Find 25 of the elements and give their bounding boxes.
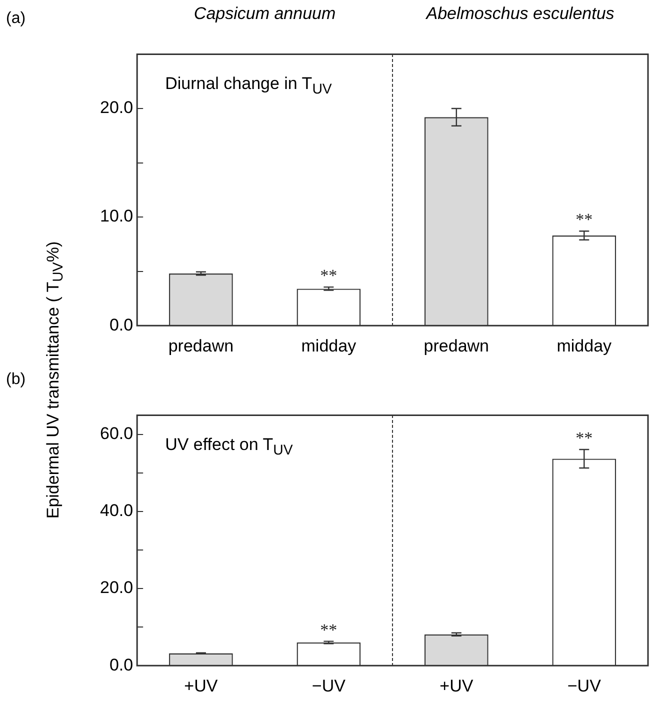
data-label: ** — [576, 428, 593, 448]
y-tick-label: 10.0 — [100, 206, 134, 226]
x-tick-label: predawn — [168, 336, 234, 356]
annotation: UV effect on T$_{UV}$ — [165, 435, 293, 459]
text: Abelmoschus esculentus — [424, 4, 616, 24]
y-tick-label: 20.0 — [100, 98, 134, 118]
y-tick-label: 0.0 — [109, 315, 134, 334]
x-tick-label: −UV — [567, 676, 602, 696]
x-tick-label: +UV — [184, 676, 218, 696]
y-tick-label: 60.0 — [100, 424, 134, 444]
annotation: Diurnal change in T$_{UV}$ — [165, 74, 332, 98]
text: Capsicum annuum — [192, 4, 337, 24]
x-tick-label: midday — [301, 336, 357, 356]
x-tick-label: predawn — [424, 336, 490, 356]
chart-title: (a) — [6, 10, 26, 28]
data-label: ** — [576, 210, 593, 230]
y-tick-label: 40.0 — [100, 501, 134, 520]
x-tick-label: −UV — [312, 676, 346, 696]
y-tick-label: 20.0 — [100, 578, 134, 598]
x-tick-label: +UV — [440, 676, 474, 696]
x-tick-label: midday — [556, 336, 612, 356]
data-label: ** — [320, 620, 338, 640]
y-tick-label: 0.0 — [109, 655, 134, 674]
data-label: ** — [320, 266, 338, 286]
chart-title: (b) — [6, 371, 26, 389]
